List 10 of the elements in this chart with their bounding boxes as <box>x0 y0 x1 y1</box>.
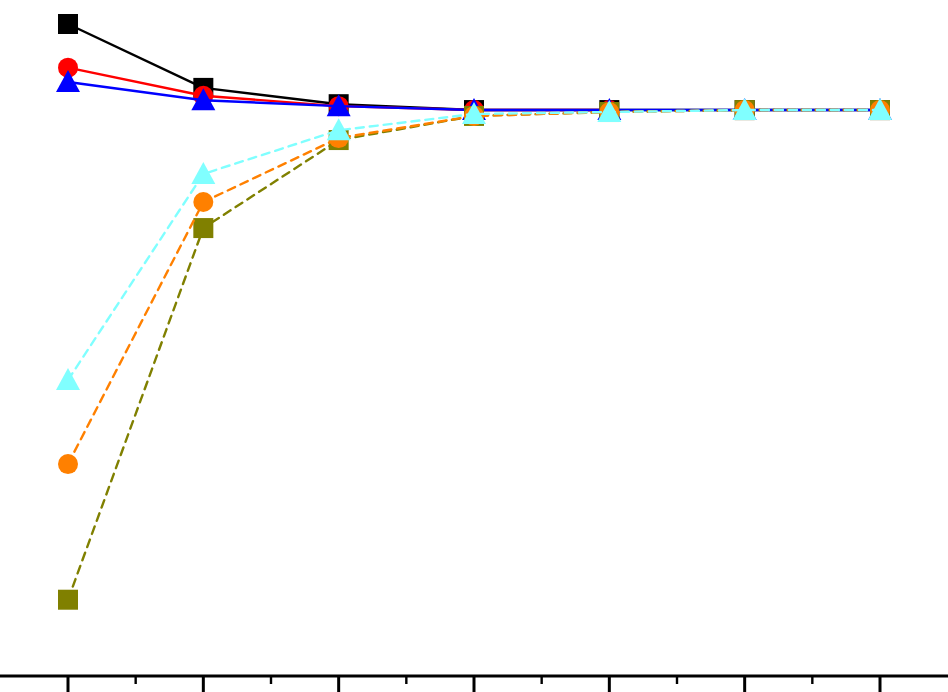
point <box>191 88 216 111</box>
point <box>193 192 214 212</box>
point <box>58 454 78 475</box>
point <box>326 118 351 141</box>
point <box>58 589 78 610</box>
point <box>191 161 216 184</box>
point <box>58 14 78 34</box>
point <box>56 70 80 93</box>
point <box>193 218 214 239</box>
point <box>56 367 80 390</box>
